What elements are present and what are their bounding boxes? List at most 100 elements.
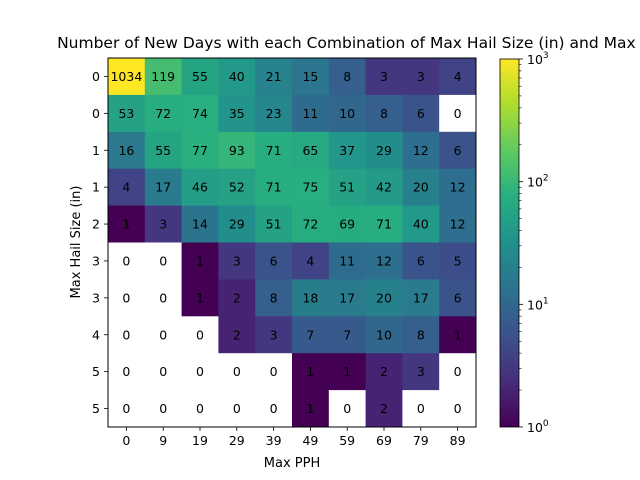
colorbar-tick-label: 101 xyxy=(527,296,549,312)
cell-value-label: 11 xyxy=(339,253,355,268)
chart-title: Number of New Days with each Combination… xyxy=(57,34,640,52)
cell-value-label: 2 xyxy=(233,290,241,305)
cell-value-label: 6 xyxy=(454,143,462,158)
heatmap-cell xyxy=(292,242,330,280)
heatmap-cell xyxy=(108,279,146,317)
cell-value-label: 3 xyxy=(233,253,241,268)
plot-area-frame xyxy=(107,57,477,428)
heatmap-cell xyxy=(144,131,182,170)
cell-value-label: 0 xyxy=(159,364,167,379)
cell-value-label: 1 xyxy=(454,327,462,342)
cell-value-label: 3 xyxy=(380,69,388,84)
y-tick-label: 3 xyxy=(92,253,100,268)
heatmap-cell xyxy=(328,94,366,133)
heatmap-cell xyxy=(218,316,256,354)
cell-value-label: 51 xyxy=(266,217,282,232)
heatmap-cell xyxy=(218,205,256,243)
cell-value-label: 2 xyxy=(380,364,388,379)
x-tick-label: 89 xyxy=(450,433,466,448)
y-tick-label: 0 xyxy=(92,69,100,84)
cell-value-label: 1 xyxy=(343,364,351,379)
heatmap-cell xyxy=(218,353,256,391)
y-tick-label: 2 xyxy=(92,217,100,232)
heatmap-cell xyxy=(218,390,256,428)
cell-value-label: 8 xyxy=(380,106,388,121)
x-tick-label: 39 xyxy=(266,433,282,448)
cell-value-label: 6 xyxy=(270,253,278,268)
cell-value-label: 77 xyxy=(192,143,208,158)
heatmap-cell xyxy=(439,390,477,428)
heatmap-cell xyxy=(144,205,182,243)
heatmap-cell xyxy=(402,58,440,96)
y-axis-ticks: 0 0 1 1 2 3 3 4 5 5 xyxy=(92,69,108,416)
cell-value-label: 1 xyxy=(306,401,314,416)
cell-value-label: 10 xyxy=(339,106,355,121)
heatmap-cell xyxy=(144,279,182,317)
cell-value-label: 0 xyxy=(122,364,130,379)
heatmap-cell xyxy=(108,316,146,354)
heatmap-cell xyxy=(328,205,366,243)
cell-value-label: 8 xyxy=(343,69,351,84)
cell-value-label: 8 xyxy=(270,290,278,305)
y-tick-label: 5 xyxy=(92,401,100,416)
heatmap-cell xyxy=(144,353,182,391)
heatmap-cell xyxy=(439,168,477,206)
cell-value-label: 0 xyxy=(454,364,462,379)
cell-value-label: 15 xyxy=(302,69,318,84)
heatmap-cell xyxy=(402,316,440,354)
cell-value-label: 0 xyxy=(122,253,130,268)
heatmap-cell xyxy=(255,316,293,354)
heatmap-cell xyxy=(439,205,477,243)
heatmap-cell xyxy=(328,58,366,96)
x-tick-label: 19 xyxy=(192,433,208,448)
cell-value-label: 12 xyxy=(450,180,466,195)
cell-value-label: 40 xyxy=(229,69,245,84)
y-tick-label: 5 xyxy=(92,364,100,379)
heatmap-cell xyxy=(292,58,330,96)
cell-value-label: 4 xyxy=(122,180,130,195)
cell-value-label: 0 xyxy=(159,290,167,305)
cell-value-label: 17 xyxy=(413,290,429,305)
heatmap-cell xyxy=(292,168,330,206)
cell-value-label: 2 xyxy=(380,401,388,416)
heatmap-cell xyxy=(328,131,366,170)
heatmap-cell xyxy=(181,279,219,317)
cell-value-label: 0 xyxy=(196,364,204,379)
cell-value-label: 1 xyxy=(196,290,204,305)
heatmap-cell xyxy=(402,279,440,317)
x-tick-label: 0 xyxy=(122,433,130,448)
cell-value-label: 0 xyxy=(196,327,204,342)
heatmap-cell xyxy=(328,242,366,280)
cell-value-label: 8 xyxy=(417,327,425,342)
heatmap-cell xyxy=(108,94,146,133)
heatmap-cell xyxy=(439,242,477,280)
cell-value-label: 46 xyxy=(192,180,208,195)
cell-value-label: 17 xyxy=(339,290,355,305)
cell-value-label: 23 xyxy=(266,106,282,121)
cell-value-label: 55 xyxy=(155,143,171,158)
cell-value-label: 0 xyxy=(417,401,425,416)
x-tick-label: 69 xyxy=(376,433,392,448)
heatmap-cell xyxy=(181,353,219,391)
cell-value-label: 0 xyxy=(270,364,278,379)
heatmap-cells: 1034 119 55 40 21 15 8 3 3 453 72 74 35 23 11 10 8 6 016 55… xyxy=(108,58,477,428)
heatmap-cell xyxy=(181,390,219,428)
heatmap-cell xyxy=(292,131,330,170)
heatmap-cell xyxy=(365,279,403,317)
heatmap-cell xyxy=(292,353,330,391)
heatmap-cell xyxy=(328,390,366,428)
cell-value-label: 12 xyxy=(450,217,466,232)
cell-value-label: 0 xyxy=(122,290,130,305)
heatmap-cell xyxy=(402,242,440,280)
heatmap-cell xyxy=(218,279,256,317)
heatmap-cell xyxy=(255,205,293,243)
colorbar-ticks: 100 101 102 103 xyxy=(519,51,549,435)
cell-value-label: 72 xyxy=(155,106,171,121)
cell-value-label: 1034 xyxy=(110,69,142,84)
cell-value-label: 1 xyxy=(122,217,130,232)
y-tick-label: 1 xyxy=(92,180,100,195)
heatmap-cell xyxy=(365,131,403,170)
heatmap-cell xyxy=(292,316,330,354)
cell-value-label: 42 xyxy=(376,180,392,195)
